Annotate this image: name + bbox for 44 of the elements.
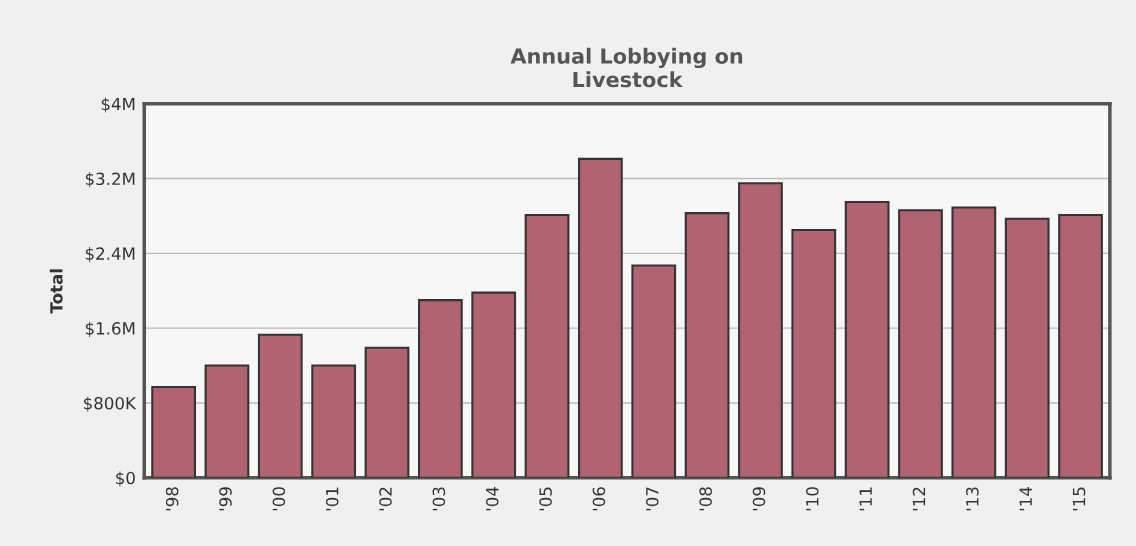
- y-tick-label: $800K: [83, 396, 137, 412]
- y-tick-label: $4M: [101, 97, 135, 113]
- bar: [684, 212, 730, 478]
- x-tick-label: '07: [645, 487, 659, 511]
- bar: [417, 299, 463, 478]
- bar: [364, 346, 410, 478]
- bar: [1004, 217, 1050, 478]
- x-tick-label: '13: [966, 487, 979, 511]
- y-tick-label: $3.2M: [85, 172, 135, 188]
- bar: [257, 333, 303, 478]
- y-tick-label: $0: [116, 471, 135, 487]
- bar: [1058, 213, 1103, 478]
- x-tick-label: '08: [699, 487, 712, 511]
- bar: [311, 364, 357, 478]
- x-tick-label: '05: [539, 487, 552, 511]
- bar: [844, 200, 890, 478]
- x-tick-label: '01: [325, 487, 339, 511]
- y-axis-title: Total: [49, 269, 63, 314]
- x-tick-label: '00: [272, 487, 286, 511]
- bar: [738, 182, 783, 478]
- x-tick-label: '98: [165, 487, 179, 511]
- x-tick-label: '10: [806, 487, 819, 511]
- x-tick-label: '14: [1019, 487, 1032, 511]
- bar: [951, 206, 997, 478]
- x-tick-label: '02: [379, 487, 392, 511]
- bar: [631, 264, 677, 478]
- bar: [898, 209, 943, 478]
- bar: [524, 213, 570, 478]
- chart-title: Annual Lobbying on Livestock: [510, 47, 743, 88]
- bar: [151, 386, 196, 478]
- x-tick-label: '12: [912, 487, 926, 511]
- x-tick-label: '03: [432, 487, 446, 511]
- x-tick-label: '09: [752, 487, 766, 511]
- x-tick-label: '06: [592, 487, 606, 511]
- y-tick-label: $2.4M: [85, 247, 135, 263]
- bar: [204, 364, 250, 478]
- x-tick-label: '04: [485, 487, 499, 511]
- x-tick-label: '99: [219, 487, 232, 511]
- bar: [578, 157, 623, 478]
- bar: [471, 291, 517, 478]
- x-tick-label: '11: [859, 487, 872, 511]
- bar: [791, 228, 837, 478]
- y-tick-label: $1.6M: [85, 321, 135, 337]
- x-tick-label: '15: [1072, 487, 1086, 511]
